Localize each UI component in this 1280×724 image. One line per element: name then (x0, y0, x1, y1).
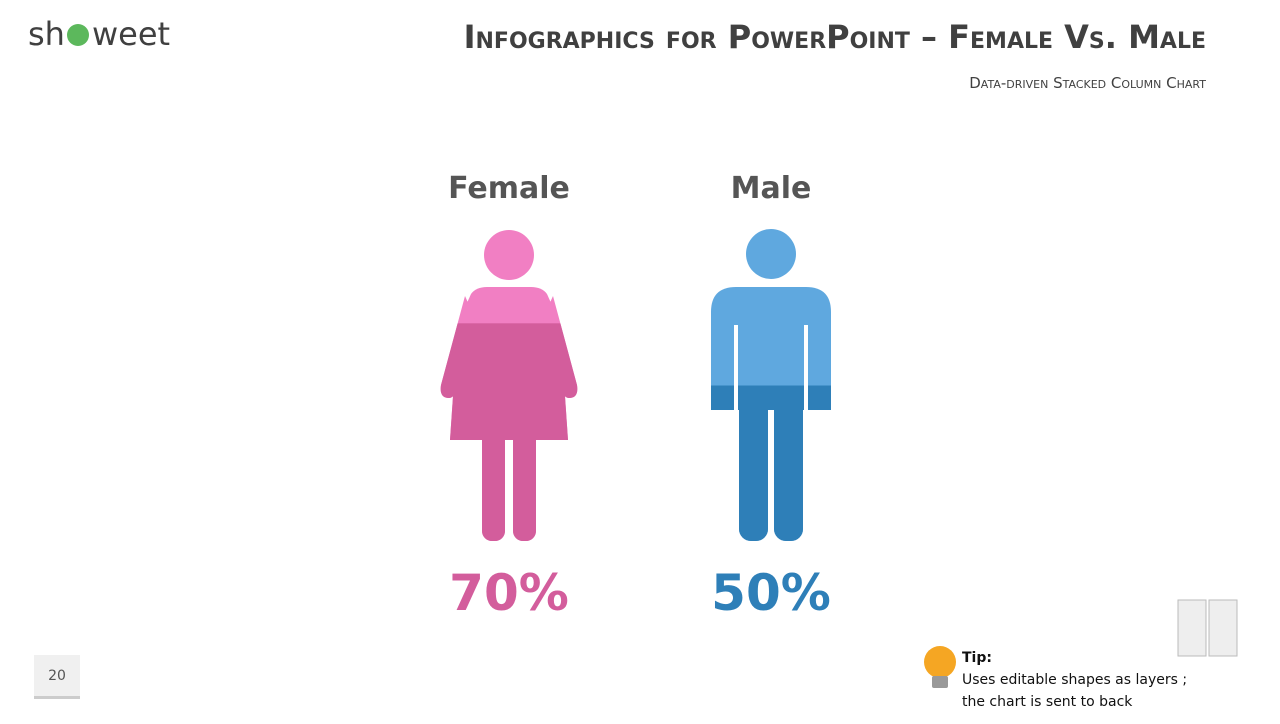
tip-icon (924, 646, 956, 688)
value-label: 50% (711, 564, 831, 622)
figure-shape (458, 287, 560, 323)
arm-gap (734, 325, 738, 415)
category-label: Male (731, 171, 812, 206)
tip-label: Tip: (962, 650, 992, 666)
tip-line: the chart is sent to back (962, 694, 1133, 710)
logo: sh weet (28, 15, 170, 53)
bar (711, 385, 831, 541)
value-label: 70% (449, 564, 569, 622)
corner-icons (1177, 599, 1238, 657)
figure-shape (484, 230, 534, 280)
arm-gap (804, 325, 808, 415)
title: Infographics for PowerPoint – Female Vs.… (464, 18, 1206, 56)
page-box-shadow (34, 696, 80, 699)
figure-shape (711, 287, 831, 410)
category-label: Female (448, 171, 570, 206)
logo-left: sh (28, 15, 65, 53)
subtitle: Data-driven Stacked Column Chart (969, 74, 1206, 92)
page-number: 20 (48, 668, 66, 684)
logo-right: weet (92, 15, 170, 53)
page-box (34, 655, 80, 699)
logo-icon (67, 24, 89, 46)
figure-shape (746, 229, 796, 279)
bar (440, 323, 578, 541)
tip-line: Uses editable shapes as layers ; (962, 672, 1187, 688)
